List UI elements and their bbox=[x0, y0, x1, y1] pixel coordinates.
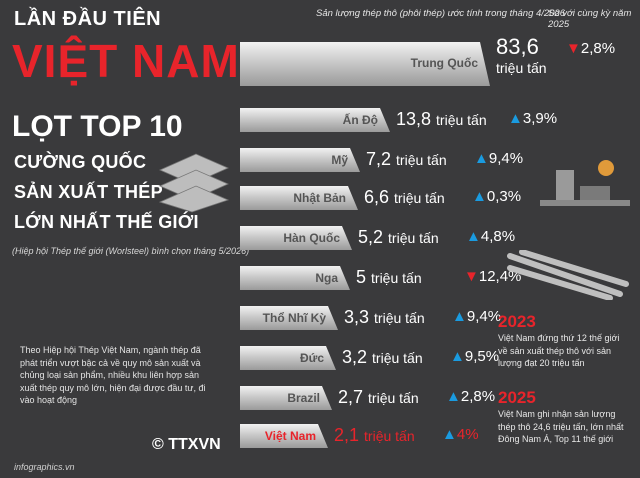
arrow-up-icon: ▲ bbox=[442, 426, 457, 443]
arrow-up-icon: ▲ bbox=[466, 228, 481, 245]
title-line5: SẢN XUẤT THÉP bbox=[14, 182, 163, 202]
steel-pipes-icon bbox=[507, 250, 629, 300]
description-paragraph: Theo Hiệp hội Thép Việt Nam, ngành thép … bbox=[20, 345, 206, 405]
milestone-text-2023: Việt Nam đứng thứ 12 thế giới về sản xuấ… bbox=[498, 333, 620, 368]
title-line2: VIỆT NAM bbox=[12, 35, 240, 87]
title-line3: LỌT TOP 10 bbox=[12, 110, 183, 143]
change-0: ▼2,8% bbox=[566, 40, 616, 57]
steel-beams-icon bbox=[158, 153, 230, 213]
arrow-up-icon: ▲ bbox=[472, 188, 487, 205]
brand-logo: © TTXVN bbox=[152, 436, 221, 453]
bar-label-9: Việt Nam bbox=[264, 429, 316, 443]
bar-8 bbox=[240, 386, 332, 410]
change-3: ▲0,3% bbox=[472, 188, 522, 205]
bar-label-0: Trung Quốc bbox=[410, 56, 478, 70]
milestone-year-2025: 2025 bbox=[498, 388, 536, 407]
bar-0 bbox=[240, 42, 490, 86]
value-4: 5,2 triệu tấn bbox=[358, 227, 439, 247]
bar-label-3: Nhật Bản bbox=[293, 191, 346, 205]
bar-label-8: Brazil bbox=[287, 391, 320, 405]
value-0: 83,6 triệu tấn bbox=[496, 34, 547, 76]
change-4: ▲4,8% bbox=[466, 228, 516, 245]
value-2: 7,2 triệu tấn bbox=[366, 149, 447, 169]
value-3: 6,6 triệu tấn bbox=[364, 187, 445, 207]
arrow-down-icon: ▼ bbox=[464, 268, 479, 285]
footer-source: infographics.vn bbox=[14, 462, 75, 472]
bar-3 bbox=[240, 186, 358, 210]
change-5: ▼12,4% bbox=[464, 268, 522, 285]
arrow-down-icon: ▼ bbox=[566, 40, 581, 57]
bar-label-6: Thổ Nhĩ Kỳ bbox=[262, 311, 326, 325]
title-note: (Hiệp hội Thép thế giới (Worlsteel) bình… bbox=[12, 246, 250, 256]
bar-7 bbox=[240, 346, 336, 370]
arrow-up-icon: ▲ bbox=[474, 150, 489, 167]
change-9: ▲4% bbox=[442, 426, 479, 443]
value-9: 2,1 triệu tấn bbox=[334, 425, 415, 445]
value-6: 3,3 triệu tấn bbox=[344, 307, 425, 327]
bar-9 bbox=[240, 424, 328, 448]
value-7: 3,2 triệu tấn bbox=[342, 347, 423, 367]
bar-2 bbox=[240, 148, 360, 172]
value-5: 5 triệu tấn bbox=[356, 267, 422, 287]
bar-label-4: Hàn Quốc bbox=[283, 231, 340, 245]
milestone-year-2023: 2023 bbox=[498, 312, 536, 331]
change-7: ▲9,5% bbox=[450, 348, 500, 365]
bar-4 bbox=[240, 226, 352, 250]
header-compare: So với cùng kỳ năm 2025 bbox=[548, 8, 632, 30]
title-line4: CƯỜNG QUỐC bbox=[14, 152, 147, 172]
arrow-up-icon: ▲ bbox=[452, 308, 467, 325]
arrow-up-icon: ▲ bbox=[446, 388, 461, 405]
title-line1: LẦN ĐẦU TIÊN bbox=[14, 8, 162, 30]
steel-mill-icon bbox=[540, 160, 630, 206]
arrow-up-icon: ▲ bbox=[450, 348, 465, 365]
change-2: ▲9,4% bbox=[474, 150, 524, 167]
bar-label-2: Mỹ bbox=[331, 153, 348, 167]
arrow-up-icon: ▲ bbox=[508, 110, 523, 127]
header-volume: Sản lượng thép thô (phôi thép) ước tính … bbox=[316, 8, 566, 19]
bar-label-7: Đức bbox=[299, 351, 324, 365]
bar-label-5: Nga bbox=[315, 271, 338, 285]
change-8: ▲2,8% bbox=[446, 388, 496, 405]
bar-6 bbox=[240, 306, 338, 330]
value-8: 2,7 triệu tấn bbox=[338, 387, 419, 407]
title-line6: LỚN NHẤT THẾ GIỚI bbox=[14, 212, 199, 232]
bar-1 bbox=[240, 108, 390, 132]
bar-label-1: Ấn Độ bbox=[342, 113, 378, 127]
bar-5 bbox=[240, 266, 350, 290]
change-1: ▲3,9% bbox=[508, 110, 558, 127]
change-6: ▲9,4% bbox=[452, 308, 502, 325]
value-1: 13,8 triệu tấn bbox=[396, 109, 487, 129]
milestone-text-2025: Việt Nam ghi nhận sản lượng thép thô 24,… bbox=[498, 409, 624, 444]
